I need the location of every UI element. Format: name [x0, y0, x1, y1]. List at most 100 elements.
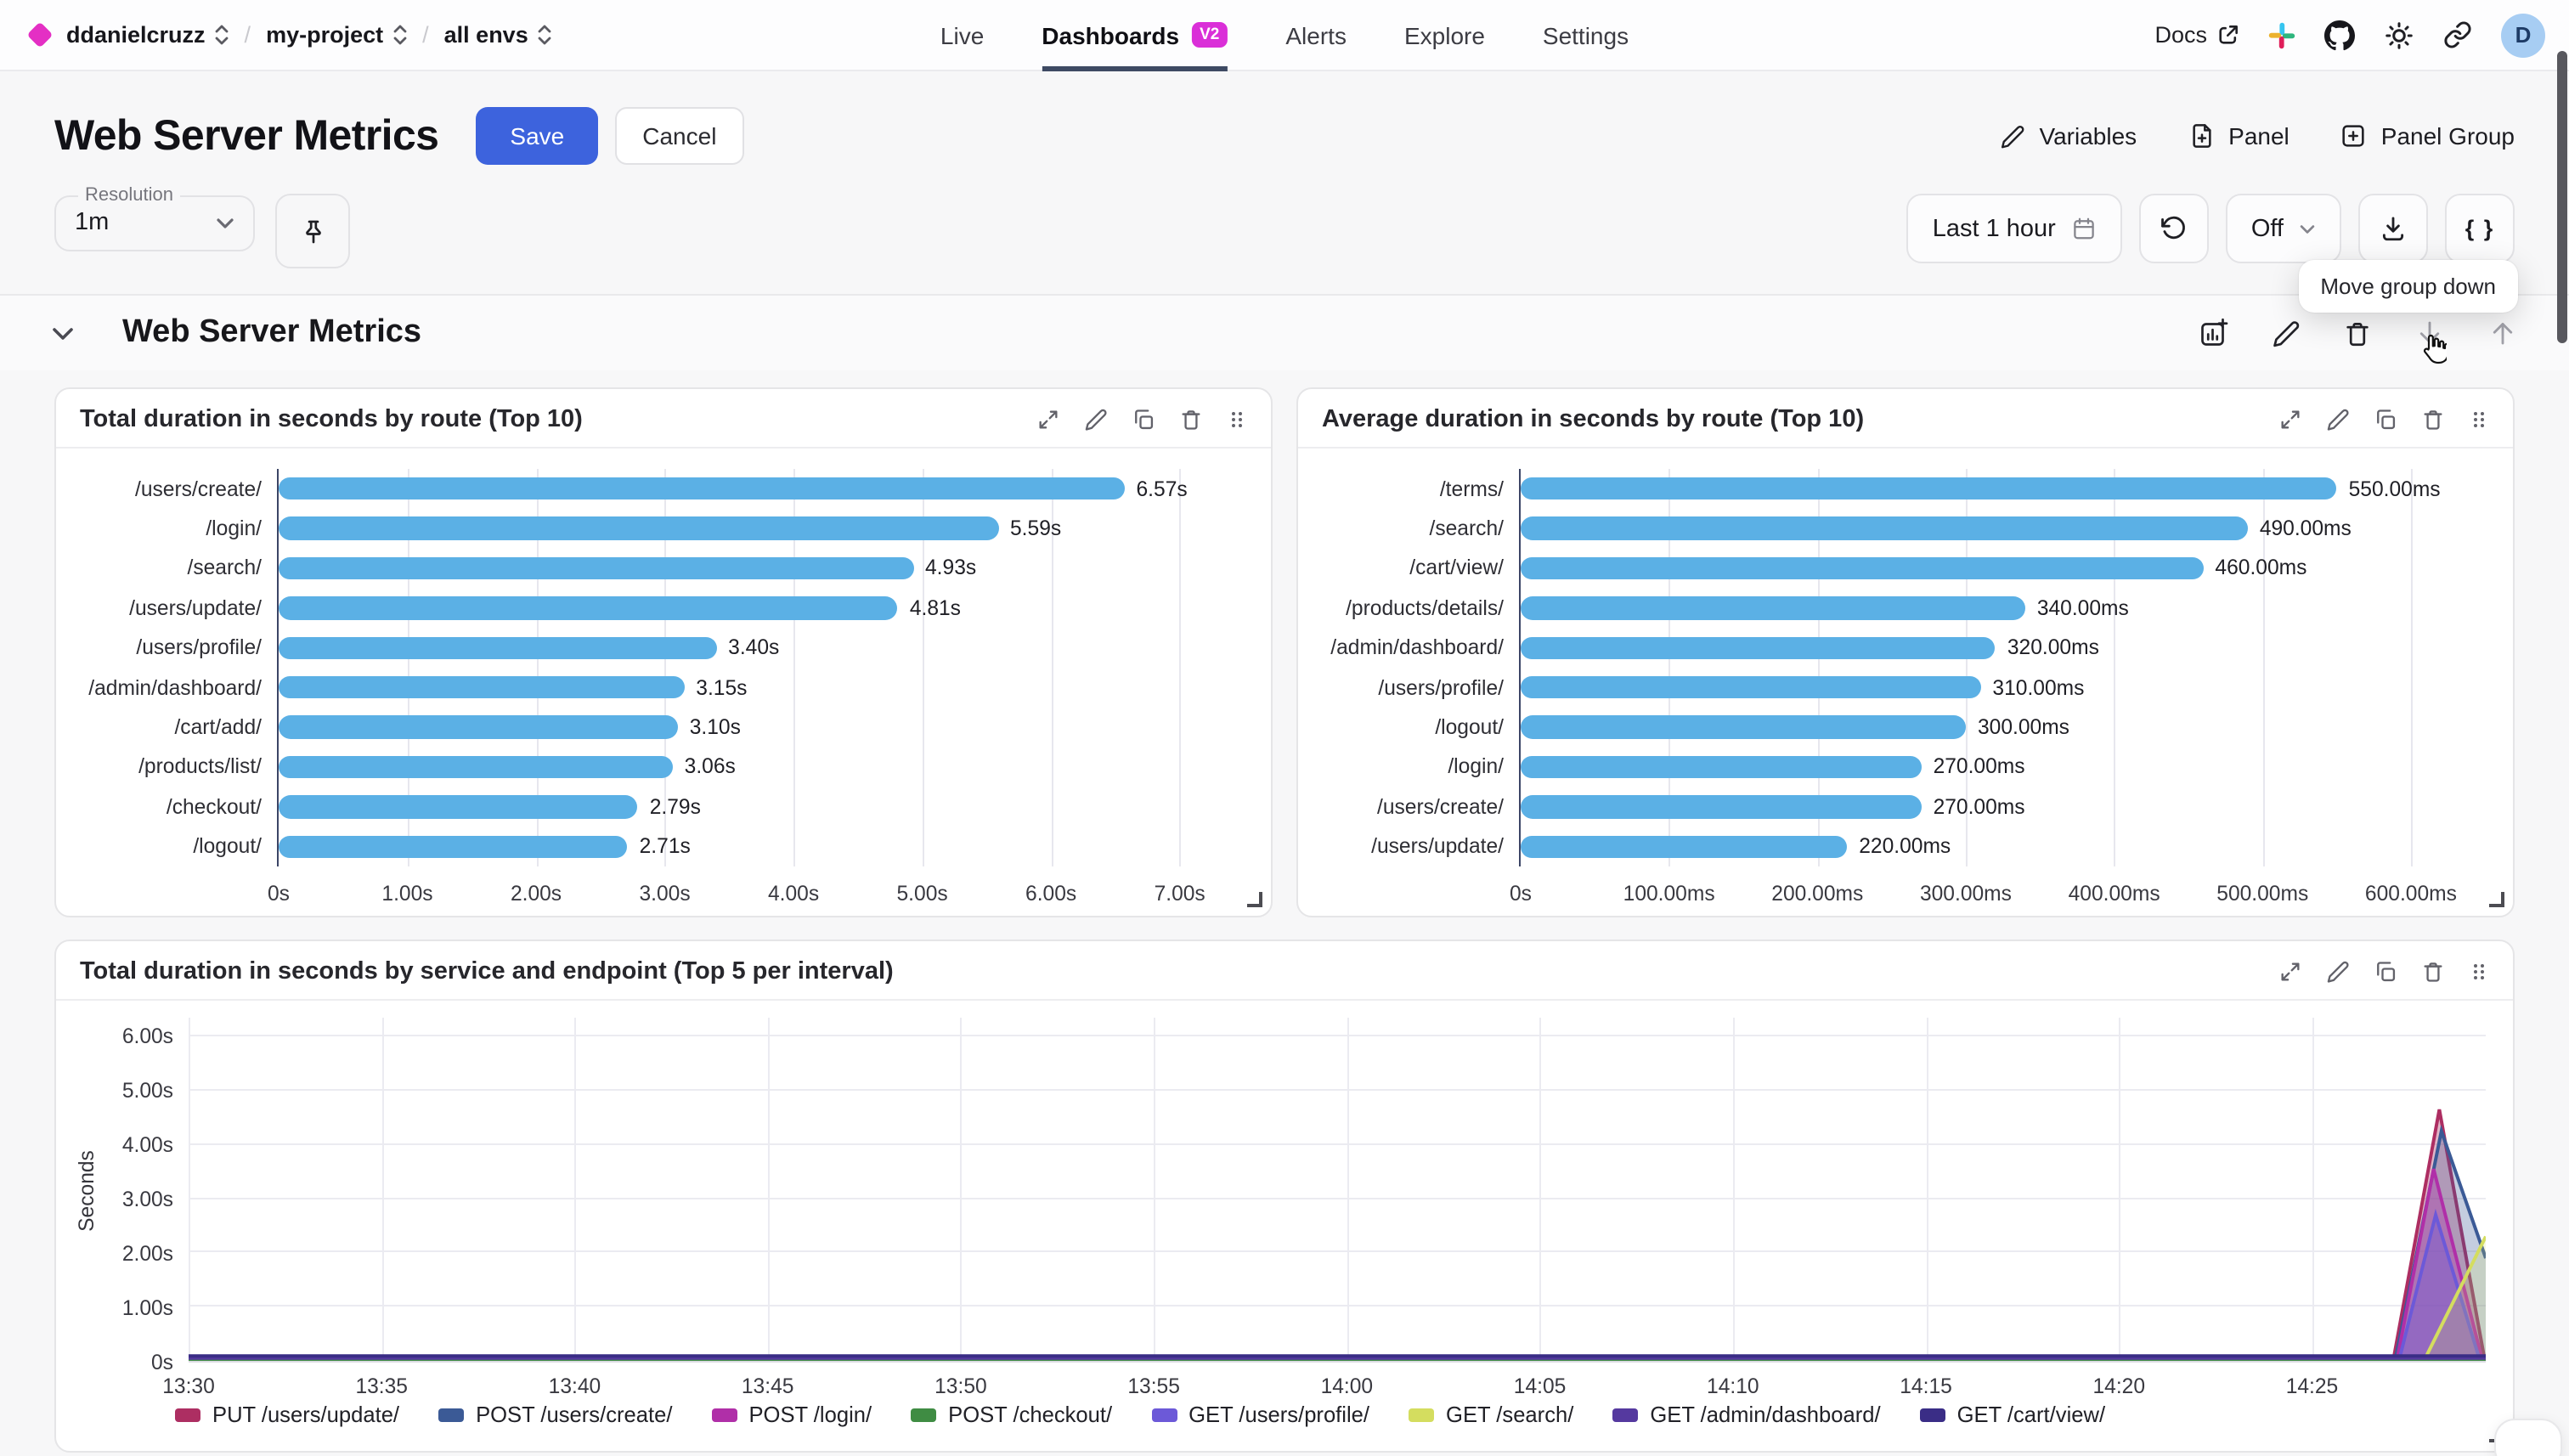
chevron-down-icon	[2299, 223, 2316, 234]
legend-item[interactable]: GET /users/profile/	[1151, 1402, 1369, 1427]
drag-handle-icon[interactable]	[2469, 408, 2489, 432]
bar-chart-plot-wrap: /users/create/ /login/ /search/ /users/upda…	[70, 469, 1251, 866]
file-plus-icon	[2188, 122, 2215, 150]
nav-tab-explore[interactable]: Explore	[1404, 0, 1485, 71]
bar[interactable]	[1521, 477, 2337, 500]
edit-icon[interactable]	[2326, 960, 2350, 984]
nav-tab-dashboards[interactable]: Dashboards V2	[1042, 0, 1228, 71]
drag-handle-icon[interactable]	[2469, 960, 2489, 984]
github-icon[interactable]	[2324, 20, 2355, 50]
delete-icon[interactable]	[1179, 408, 1203, 432]
breadcrumb-item[interactable]: all envs	[444, 22, 552, 48]
bar-chart-plot-wrap: /terms/ /search/ /cart/view/ /products/deta…	[1312, 469, 2493, 866]
pin-resolution-button[interactable]	[275, 194, 350, 268]
add-panel-group-button[interactable]: Panel Group	[2340, 122, 2515, 150]
panel-total-duration-by-route: Total duration in seconds by route (Top …	[54, 387, 1273, 917]
add-panel-button[interactable]: Panel	[2188, 122, 2290, 150]
legend-item[interactable]: POST /users/create/	[438, 1402, 672, 1427]
bar[interactable]	[1521, 795, 1922, 819]
external-link-icon	[2217, 24, 2239, 46]
query-json-button[interactable]: { }	[2445, 194, 2515, 263]
bar[interactable]	[279, 715, 678, 739]
group-move-down-icon[interactable]	[2414, 318, 2449, 364]
bar[interactable]	[279, 477, 1125, 500]
floating-widget[interactable]	[2494, 1419, 2562, 1456]
bar-value-label: 490.00ms	[2259, 516, 2352, 541]
bar[interactable]	[1521, 516, 2248, 540]
nav-tab-alerts[interactable]: Alerts	[1285, 0, 1347, 71]
time-range-button[interactable]: Last 1 hour	[1906, 194, 2122, 263]
nav-tab-live[interactable]: Live	[940, 0, 984, 71]
drag-handle-icon[interactable]	[1227, 408, 1247, 432]
x-axis-tick-label: 0s	[268, 882, 290, 906]
legend-item[interactable]: GET /cart/view/	[1919, 1402, 2105, 1427]
bar[interactable]	[1521, 755, 1922, 779]
bar[interactable]	[279, 636, 717, 660]
bar[interactable]	[1521, 636, 1996, 660]
bar[interactable]	[279, 556, 913, 580]
bar[interactable]	[279, 596, 898, 620]
gridline	[189, 1143, 2486, 1145]
page-title: Web Server Metrics	[54, 111, 439, 159]
duplicate-icon[interactable]	[2374, 960, 2397, 984]
legend-item[interactable]: POST /checkout/	[911, 1402, 1112, 1427]
panel-resize-handle[interactable]	[1247, 892, 1262, 907]
avatar[interactable]: D	[2501, 13, 2545, 57]
bar[interactable]	[279, 795, 638, 819]
gridline	[1179, 469, 1182, 866]
legend-item[interactable]: PUT /users/update/	[175, 1402, 399, 1427]
fullscreen-icon[interactable]	[1036, 408, 1060, 432]
auto-refresh-select[interactable]: Off	[2225, 194, 2341, 263]
save-button[interactable]: Save	[476, 107, 599, 165]
breadcrumb-item[interactable]: ddanielcruzz	[66, 22, 229, 48]
gridline	[381, 1018, 384, 1361]
edit-icon[interactable]	[2326, 408, 2350, 432]
scrollbar-thumb[interactable]	[2557, 51, 2567, 343]
breadcrumb-item[interactable]: my-project	[266, 22, 407, 48]
cancel-button[interactable]: Cancel	[615, 107, 744, 165]
delete-icon[interactable]	[2421, 960, 2445, 984]
x-axis-tick-label: 14:00	[1320, 1374, 1374, 1398]
version-badge: V2	[1191, 22, 1228, 48]
bar[interactable]	[1521, 556, 2204, 580]
group-edit-icon[interactable]	[2272, 319, 2301, 347]
bar[interactable]	[1521, 596, 2025, 620]
duplicate-icon[interactable]	[1132, 408, 1155, 432]
panel-resize-handle[interactable]	[2489, 892, 2504, 907]
duplicate-icon[interactable]	[2374, 408, 2397, 432]
bar[interactable]	[1521, 715, 1966, 739]
gridline	[189, 1197, 2486, 1199]
plot-area[interactable]	[189, 1018, 2486, 1363]
bar[interactable]	[1521, 835, 1848, 859]
delete-icon[interactable]	[2421, 408, 2445, 432]
bar[interactable]	[279, 835, 628, 859]
bar-value-label: 460.00ms	[2215, 556, 2307, 580]
series-area	[189, 1236, 2486, 1361]
bar-category-label: /search/	[187, 556, 263, 580]
legend-item[interactable]: POST /login/	[711, 1402, 872, 1427]
bar[interactable]	[279, 516, 998, 540]
nav-tab-settings[interactable]: Settings	[1543, 0, 1629, 71]
theme-sun-icon[interactable]	[2384, 20, 2414, 50]
gridline	[664, 469, 667, 866]
variables-button[interactable]: Variables	[2001, 122, 2137, 150]
fullscreen-icon[interactable]	[2278, 408, 2302, 432]
refresh-button[interactable]	[2138, 194, 2209, 263]
legend-item[interactable]: GET /admin/dashboard/	[1612, 1402, 1881, 1427]
brand-diamond-icon[interactable]	[26, 21, 54, 48]
edit-icon[interactable]	[1084, 408, 1108, 432]
group-add-panel-icon[interactable]	[2199, 318, 2229, 348]
group-move-up-icon[interactable]	[2487, 318, 2518, 348]
docs-link[interactable]: Docs	[2154, 22, 2239, 48]
group-collapse-toggle[interactable]	[51, 325, 75, 341]
group-delete-icon[interactable]	[2343, 319, 2372, 347]
bar[interactable]	[279, 675, 685, 699]
resolution-select[interactable]: Resolution 1m	[54, 185, 255, 251]
download-button[interactable]	[2358, 194, 2428, 263]
fullscreen-icon[interactable]	[2278, 960, 2302, 984]
bar[interactable]	[279, 755, 673, 779]
share-link-icon[interactable]	[2443, 20, 2472, 49]
legend-item[interactable]: GET /search/	[1409, 1402, 1573, 1427]
bar[interactable]	[1521, 675, 1981, 699]
slack-icon[interactable]	[2268, 21, 2295, 48]
